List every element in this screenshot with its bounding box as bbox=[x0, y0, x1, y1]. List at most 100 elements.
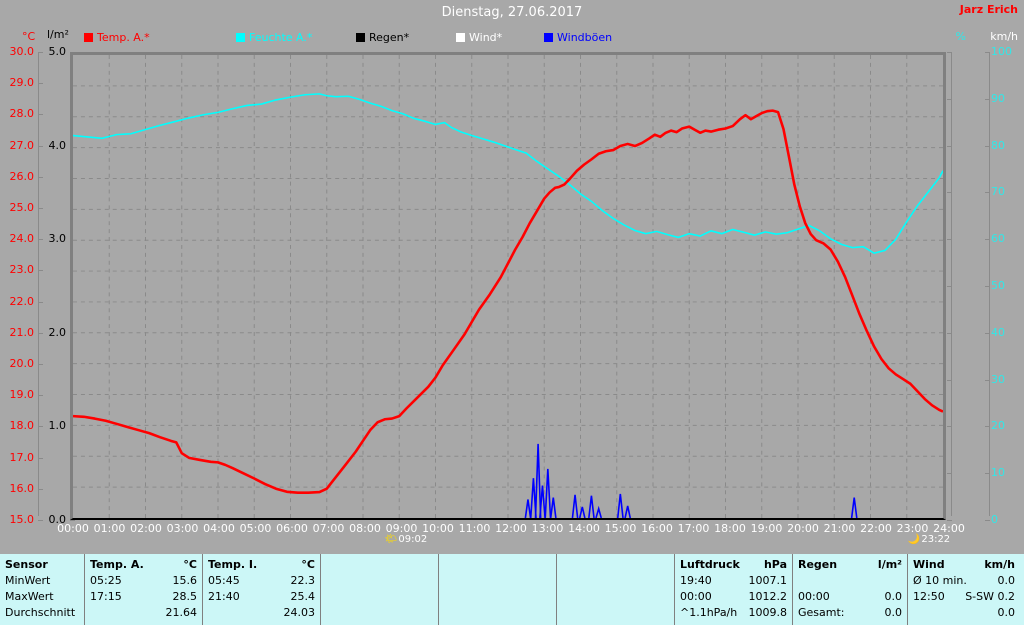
axis-tickmark bbox=[38, 301, 43, 303]
axis-tick-label: 21.0 bbox=[9, 325, 35, 339]
x-axis-tick-label: 05:00 bbox=[239, 522, 272, 535]
table-cell-value: km/h bbox=[984, 558, 1015, 571]
x-axis-tick-label: 21:00 bbox=[823, 522, 856, 535]
axis-tick-label: 26.0 bbox=[9, 169, 35, 183]
x-axis-tick-label: 08:00 bbox=[349, 522, 381, 535]
chart-series bbox=[73, 93, 943, 518]
axis-tickmark bbox=[38, 176, 43, 178]
axis-tickmark bbox=[38, 488, 43, 490]
legend-label: Temp. A.* bbox=[97, 30, 150, 44]
table-cell-value: 0.0 bbox=[997, 574, 1016, 587]
table-cell-label: 17:15 bbox=[90, 590, 122, 603]
axis-tick-label: 28.0 bbox=[9, 107, 35, 121]
x-axis-tick-label: 17:00 bbox=[677, 522, 710, 535]
table-cell-label: Sensor bbox=[5, 558, 48, 571]
table-row: 21.64 bbox=[90, 605, 198, 621]
table-cell-value: °C bbox=[301, 558, 315, 571]
table-row: 17:15 28.5 bbox=[90, 589, 197, 605]
chart-gridlines bbox=[73, 55, 943, 518]
x-axis-tick-label: 06:00 bbox=[276, 522, 308, 535]
sunrise-marker: 🌤 09:02 bbox=[385, 534, 428, 545]
x-axis-tick-label: 24:00 bbox=[933, 522, 965, 535]
table-cell-value: 0.0 bbox=[997, 606, 1016, 619]
axis-unit-rain-left: l/m² bbox=[47, 28, 69, 41]
legend-item-3[interactable]: Wind* bbox=[456, 30, 502, 44]
table-row: MaxWert bbox=[5, 589, 79, 605]
axis-tickmark bbox=[947, 145, 952, 147]
x-axis-tick-label: 07:00 bbox=[312, 522, 345, 535]
table-cell-value: hPa bbox=[763, 558, 787, 571]
x-axis-tick-label: 12:00 bbox=[495, 522, 527, 535]
axis-tick-label: 1.0 bbox=[48, 419, 67, 433]
axis-tickmark bbox=[985, 98, 990, 100]
table-cell-label: 05:25 bbox=[90, 574, 122, 587]
legend-swatch-icon bbox=[544, 32, 553, 42]
summary-column-empty-2 bbox=[439, 554, 557, 625]
table-cell-value: 21.64 bbox=[165, 606, 198, 619]
table-cell-value: 1009.8 bbox=[748, 606, 788, 619]
axis-tick-label: 16.0 bbox=[9, 481, 35, 495]
axis-tickmark bbox=[947, 239, 952, 241]
x-axis-tick-label: 19:00 bbox=[750, 522, 783, 535]
station-name: Jarz Erich bbox=[959, 3, 1018, 16]
table-row: Temp. A. °C bbox=[90, 557, 197, 573]
axis-tickmark bbox=[38, 270, 43, 272]
legend-item-1[interactable]: Feuchte A.* bbox=[236, 30, 312, 44]
axis-rule bbox=[989, 52, 990, 516]
axis-tick-label: 30 bbox=[991, 372, 1005, 386]
axis-tick-label: 90 bbox=[991, 91, 1005, 105]
axis-tick-label: 19.0 bbox=[9, 388, 35, 402]
x-axis-tick-label: 18:00 bbox=[714, 522, 746, 535]
axis-tick-label: 40 bbox=[991, 325, 1005, 339]
summary-column-sensor: Sensor MinWert MaxWert Durchschnitt bbox=[0, 554, 85, 625]
table-cell-label: 05:45 bbox=[208, 574, 240, 587]
axis-tick-label: 3.0 bbox=[48, 232, 67, 246]
table-cell-label: Ø 10 min. bbox=[913, 574, 967, 587]
legend-swatch-icon bbox=[356, 32, 365, 42]
axis-tickmark bbox=[70, 520, 75, 521]
axis-tickmark bbox=[985, 332, 990, 334]
axis-tick-label: 15.0 bbox=[9, 513, 35, 526]
summary-column-regen: Regen l/m² 00:00 0.0 Gesamt: 0.0 bbox=[793, 554, 908, 625]
axis-tick-label: 10 bbox=[991, 466, 1005, 480]
table-cell-label: 21:40 bbox=[208, 590, 240, 603]
table-cell-label: 00:00 bbox=[680, 590, 712, 603]
summary-column-wind: Wind km/h Ø 10 min. 0.0 12:50 S-SW 0.2 0.0 bbox=[908, 554, 1020, 625]
axis-tick-label: 30.0 bbox=[9, 45, 35, 58]
table-row: 19:40 1007.1 bbox=[680, 573, 787, 589]
plot-canvas[interactable] bbox=[70, 52, 946, 520]
table-cell-value: 22.3 bbox=[290, 574, 316, 587]
summary-column-temp-a: Temp. A. °C 05:25 15.6 17:15 28.5 21.64 bbox=[85, 554, 203, 625]
table-row: 00:00 0.0 bbox=[798, 589, 902, 605]
legend-item-0[interactable]: Temp. A.* bbox=[84, 30, 150, 44]
table-row: 05:45 22.3 bbox=[208, 573, 315, 589]
legend-item-2[interactable]: Regen* bbox=[356, 30, 409, 44]
y-axis-temperature: 30.0 29.0 28.0 27.0 26.0 25.0 24.0 23.0 22.0 21.0… bbox=[2, 45, 43, 525]
legend-swatch-icon bbox=[236, 32, 245, 42]
legend-label: Windböen bbox=[557, 30, 613, 44]
y-axis-wind: 50.045.040.035.030.025.020.015.010.05.00… bbox=[985, 48, 1024, 521]
axis-tick-label: 29.0 bbox=[9, 76, 35, 90]
legend-item-4[interactable]: Windböen bbox=[544, 30, 612, 44]
axis-tickmark bbox=[947, 52, 952, 53]
summary-column-empty-3 bbox=[557, 554, 675, 625]
axis-tickmark bbox=[985, 52, 990, 53]
summary-column-temp-i: Temp. I. °C 05:45 22.3 21:40 25.4 24.03 bbox=[203, 554, 321, 625]
axis-tickmark bbox=[38, 208, 43, 209]
axis-tick-label: 24.0 bbox=[9, 232, 35, 246]
axis-tick-label: 80 bbox=[991, 138, 1005, 152]
table-cell-label: Gesamt: bbox=[798, 606, 845, 619]
axis-tickmark bbox=[985, 145, 990, 147]
x-axis-tick-label: 09:00 bbox=[385, 522, 418, 535]
axis-tick-label: 20.0 bbox=[9, 357, 35, 370]
table-cell-value: °C bbox=[183, 558, 197, 571]
axis-tickmark bbox=[38, 145, 43, 147]
summary-column-empty-1 bbox=[321, 554, 439, 625]
table-cell-label: Luftdruck bbox=[680, 558, 740, 571]
table-row: 24.03 bbox=[208, 605, 316, 621]
axis-tickmark bbox=[38, 426, 43, 428]
axis-tick-label: 5.0 bbox=[48, 45, 67, 58]
axis-tickmark bbox=[947, 286, 952, 287]
axis-tickmark bbox=[38, 364, 43, 365]
axis-tick-label: 100 bbox=[991, 45, 1012, 58]
